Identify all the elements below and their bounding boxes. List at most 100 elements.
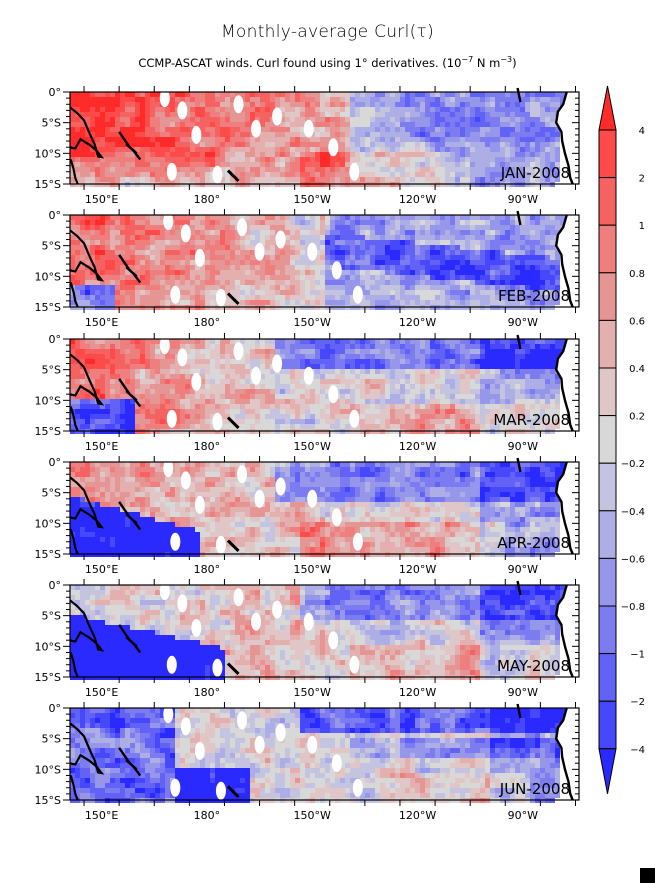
- heat-cell: [85, 285, 90, 290]
- heat-cell: [115, 369, 120, 374]
- heat-cell: [80, 225, 85, 230]
- heat-cell: [410, 369, 415, 374]
- heat-cell: [315, 339, 320, 344]
- heat-cell: [275, 162, 280, 167]
- heat-cell: [270, 220, 275, 225]
- heat-cell: [250, 265, 255, 270]
- heat-cell: [100, 300, 105, 305]
- heat-cell: [340, 102, 345, 107]
- heat-cell: [145, 132, 150, 137]
- heat-cell: [440, 349, 445, 354]
- heat-cell: [220, 107, 225, 112]
- heat-cell: [375, 230, 380, 235]
- heat-cell: [425, 255, 430, 260]
- heat-cell: [360, 162, 365, 167]
- heat-cell: [435, 245, 440, 250]
- heat-cell: [445, 172, 450, 177]
- heat-cell: [110, 270, 115, 275]
- heat-cell: [120, 117, 125, 122]
- heat-cell: [85, 215, 90, 220]
- heat-cell: [95, 230, 100, 235]
- heat-cell: [545, 290, 550, 295]
- heat-cell: [375, 295, 380, 300]
- heat-cell: [230, 167, 235, 172]
- heat-cell: [170, 255, 175, 260]
- heat-cell: [500, 112, 505, 117]
- heat-cell: [410, 92, 415, 97]
- heat-cell: [255, 167, 260, 172]
- heat-cell: [285, 147, 290, 152]
- heat-cell: [505, 122, 510, 127]
- heat-cell: [210, 230, 215, 235]
- heat-cell: [465, 379, 470, 384]
- heat-cell: [100, 344, 105, 349]
- heat-cell: [305, 255, 310, 260]
- heat-cell: [350, 285, 355, 290]
- heat-cell: [340, 92, 345, 97]
- heat-cell: [370, 384, 375, 389]
- heat-cell: [120, 225, 125, 230]
- heat-cell: [350, 132, 355, 137]
- heat-cell: [185, 369, 190, 374]
- heat-cell: [230, 354, 235, 359]
- heat-cell: [420, 275, 425, 280]
- heat-cell: [220, 117, 225, 122]
- heat-cell: [110, 215, 115, 220]
- heat-cell: [345, 349, 350, 354]
- heat-cell: [460, 250, 465, 255]
- heat-cell: [340, 220, 345, 225]
- heat-cell: [85, 172, 90, 177]
- heat-cell: [240, 379, 245, 384]
- heat-cell: [420, 220, 425, 225]
- heat-cell: [345, 162, 350, 167]
- heat-cell: [230, 230, 235, 235]
- heat-cell: [270, 349, 275, 354]
- heat-cell: [430, 127, 435, 132]
- heat-cell: [155, 369, 160, 374]
- heat-cell: [405, 275, 410, 280]
- heat-cell: [225, 172, 230, 177]
- heat-cell: [495, 240, 500, 245]
- heat-cell: [480, 250, 485, 255]
- heat-cell: [205, 167, 210, 172]
- heat-cell: [195, 97, 200, 102]
- heat-cell: [450, 275, 455, 280]
- heat-cell: [230, 280, 235, 285]
- heat-cell: [410, 349, 415, 354]
- heat-cell: [475, 147, 480, 152]
- heat-cell: [265, 172, 270, 177]
- heat-cell: [325, 290, 330, 295]
- heat-cell: [225, 255, 230, 260]
- heat-cell: [405, 369, 410, 374]
- heat-cell: [540, 92, 545, 97]
- heat-cell: [255, 172, 260, 177]
- heat-cell: [70, 379, 75, 384]
- heat-cell: [345, 300, 350, 305]
- heat-cell: [550, 157, 555, 162]
- heat-cell: [350, 102, 355, 107]
- heat-cell: [235, 117, 240, 122]
- heat-cell: [540, 369, 545, 374]
- heat-cell: [295, 230, 300, 235]
- heat-cell: [345, 142, 350, 147]
- heat-cell: [345, 364, 350, 369]
- heat-cell: [275, 384, 280, 389]
- heat-cell: [240, 300, 245, 305]
- heat-cell: [435, 354, 440, 359]
- heat-cell: [200, 265, 205, 270]
- heat-cell: [80, 220, 85, 225]
- heat-cell: [480, 359, 485, 364]
- heat-cell: [170, 92, 175, 97]
- heat-cell: [160, 137, 165, 142]
- heat-cell: [370, 215, 375, 220]
- heat-cell: [80, 167, 85, 172]
- heat-cell: [495, 280, 500, 285]
- heat-cell: [190, 167, 195, 172]
- heat-cell: [320, 137, 325, 142]
- heat-cell: [100, 250, 105, 255]
- heat-cell: [190, 142, 195, 147]
- heat-cell: [85, 364, 90, 369]
- heat-cell: [235, 359, 240, 364]
- heat-cell: [525, 107, 530, 112]
- heat-cell: [415, 167, 420, 172]
